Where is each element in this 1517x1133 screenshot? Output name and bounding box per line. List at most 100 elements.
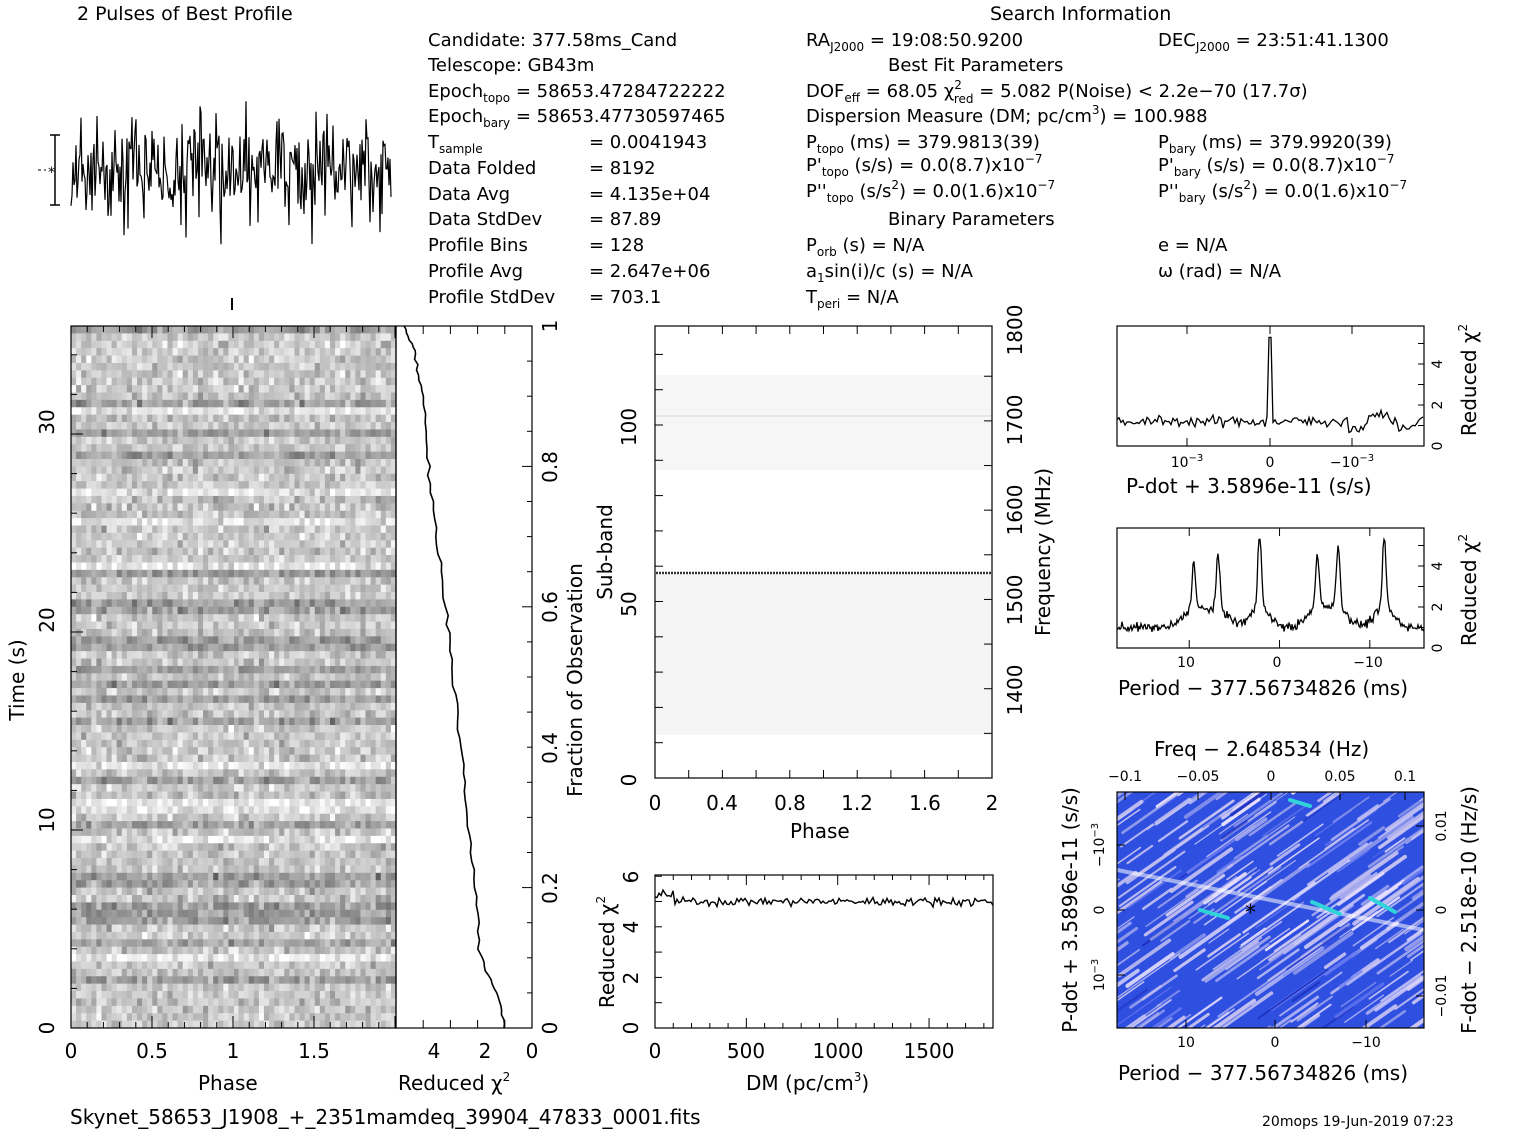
greyscale-cell bbox=[385, 821, 392, 829]
greyscale-cell bbox=[162, 562, 168, 571]
greyscale-cell bbox=[309, 828, 316, 837]
greyscale-cell bbox=[157, 725, 163, 733]
greyscale-cell bbox=[76, 466, 82, 475]
greyscale-cell bbox=[223, 784, 229, 793]
greyscale-cell bbox=[284, 680, 290, 689]
greyscale-cell bbox=[365, 555, 372, 563]
greyscale-cell bbox=[345, 636, 351, 645]
greyscale-cell bbox=[81, 540, 87, 549]
greyscale-cell bbox=[365, 887, 372, 896]
greyscale-cell bbox=[142, 754, 148, 763]
greyscale-cell bbox=[269, 459, 275, 467]
greyscale-cell bbox=[187, 577, 194, 586]
greyscale-cell bbox=[182, 599, 189, 608]
greyscale-cell bbox=[233, 658, 240, 667]
greyscale-cell bbox=[203, 872, 209, 881]
greyscale-cell bbox=[390, 702, 397, 711]
greyscale-cell bbox=[350, 688, 356, 696]
greyscale-cell bbox=[294, 584, 301, 593]
greyscale-cell bbox=[319, 835, 326, 844]
greyscale-cell bbox=[274, 503, 280, 512]
greyscale-cell bbox=[137, 355, 143, 364]
greyscale-cell bbox=[228, 798, 234, 807]
greyscale-cell bbox=[91, 821, 97, 829]
greyscale-cell bbox=[157, 739, 163, 748]
greyscale-cell bbox=[131, 481, 138, 490]
greyscale-cell bbox=[253, 651, 260, 660]
greyscale-cell bbox=[182, 348, 189, 357]
greyscale-cell bbox=[365, 333, 372, 342]
greyscale-cell bbox=[137, 717, 143, 726]
greyscale-cell bbox=[299, 784, 306, 793]
greyscale-cell bbox=[152, 887, 158, 896]
greyscale-cell bbox=[309, 503, 316, 512]
greyscale-cell bbox=[203, 540, 209, 549]
greyscale-cell bbox=[355, 621, 361, 630]
greyscale-cell bbox=[345, 562, 351, 571]
greyscale-cell bbox=[258, 850, 265, 859]
greyscale-cell bbox=[243, 761, 250, 770]
greyscale-cell bbox=[304, 828, 311, 837]
greyscale-cell bbox=[248, 843, 255, 852]
greyscale-cell bbox=[197, 784, 204, 793]
greyscale-cell bbox=[116, 532, 123, 541]
greyscale-cell bbox=[223, 540, 229, 549]
greyscale-cell bbox=[157, 370, 163, 379]
greyscale-cell bbox=[279, 562, 285, 571]
greyscale-cell bbox=[101, 747, 108, 756]
greyscale-cell bbox=[314, 444, 321, 453]
greyscale-cell bbox=[324, 865, 331, 874]
greyscale-cell bbox=[380, 628, 387, 637]
greyscale-cell bbox=[147, 348, 153, 357]
greyscale-cell bbox=[375, 872, 382, 881]
greyscale-cell bbox=[365, 355, 372, 364]
greyscale-cell bbox=[350, 459, 356, 467]
greyscale-cell bbox=[96, 769, 102, 778]
greyscale-cell bbox=[218, 525, 224, 534]
greyscale-cell bbox=[360, 880, 367, 889]
greyscale-cell bbox=[152, 348, 158, 357]
greyscale-cell bbox=[96, 473, 102, 482]
greyscale-cell bbox=[131, 865, 138, 874]
greyscale-cell bbox=[152, 481, 158, 490]
greyscale-cell bbox=[385, 725, 392, 733]
greyscale-cell bbox=[319, 769, 326, 778]
greyscale-cell bbox=[71, 688, 77, 696]
greyscale-cell bbox=[238, 577, 245, 586]
greyscale-cell bbox=[375, 821, 382, 829]
greyscale-cell bbox=[71, 362, 77, 371]
greyscale-cell bbox=[258, 547, 265, 556]
greyscale-cell bbox=[106, 628, 113, 637]
greyscale-cell bbox=[182, 821, 189, 829]
greyscale-cell bbox=[299, 377, 306, 386]
greyscale-cell bbox=[131, 835, 138, 844]
greyscale-cell bbox=[284, 422, 290, 430]
greyscale-cell bbox=[91, 791, 97, 800]
greyscale-cell bbox=[284, 466, 290, 475]
pdot-bary-line: P'bary (s/s) = 0.0(8.7)x10−7 bbox=[1158, 152, 1395, 179]
greyscale-cell bbox=[167, 880, 174, 889]
greyscale-cell bbox=[147, 525, 153, 534]
greyscale-cell bbox=[263, 362, 270, 371]
greyscale-cell bbox=[248, 739, 255, 748]
greyscale-cell bbox=[365, 399, 372, 408]
greyscale-cell bbox=[197, 858, 204, 866]
greyscale-cell bbox=[380, 813, 387, 822]
greyscale-cell bbox=[329, 614, 336, 623]
greyscale-cell bbox=[96, 621, 102, 630]
greyscale-cell bbox=[91, 599, 97, 608]
greyscale-cell bbox=[345, 680, 351, 689]
greyscale-cell bbox=[355, 599, 361, 608]
greyscale-cell bbox=[340, 695, 346, 704]
greyscale-cell bbox=[385, 658, 392, 667]
greyscale-cell bbox=[223, 599, 229, 608]
greyscale-cell bbox=[162, 732, 168, 741]
greyscale-cell bbox=[86, 355, 92, 364]
greyscale-cell bbox=[319, 725, 326, 733]
greyscale-cell bbox=[390, 547, 397, 556]
greyscale-cell bbox=[203, 887, 209, 896]
greyscale-cell bbox=[203, 451, 209, 460]
greyscale-cell bbox=[385, 621, 392, 630]
greyscale-cell bbox=[167, 850, 174, 859]
greyscale-cell bbox=[319, 326, 326, 334]
